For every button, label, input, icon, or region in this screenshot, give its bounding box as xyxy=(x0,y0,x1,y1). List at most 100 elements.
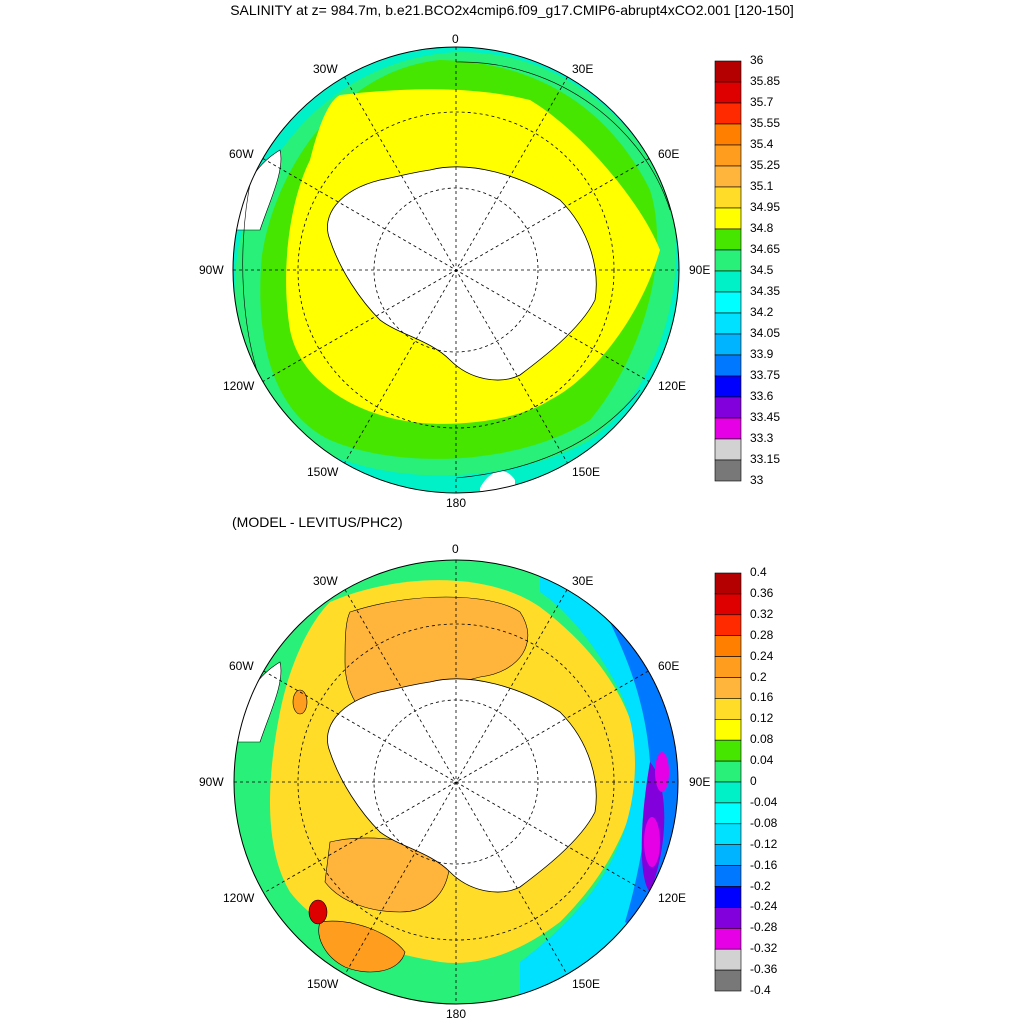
difference-colorbar-swatch-12 xyxy=(714,823,742,846)
salinity-colorbar-label: 34.2 xyxy=(750,305,774,319)
difference-colorbar-label: 0.36 xyxy=(750,585,774,600)
lon-label-120w-bottom-map: 120W xyxy=(223,891,255,905)
salinity-colorbar-label: 33.45 xyxy=(750,410,781,424)
salinity-colorbar-swatch-12 xyxy=(714,312,742,335)
salinity-colorbar-swatch-14 xyxy=(714,354,742,377)
difference-colorbar-swatch-11 xyxy=(714,802,742,825)
salinity-colorbar-swatch-11 xyxy=(714,291,742,314)
difference-colorbar-swatch-2 xyxy=(714,614,742,636)
lon-label-60w: 60W xyxy=(229,147,254,161)
diff-strong-negative-spot-2 xyxy=(644,817,660,867)
difference-colorbar-swatch-14 xyxy=(714,865,742,887)
lon-label-90w-bottom-map: 90W xyxy=(199,775,224,789)
salinity-colorbar-swatch-6 xyxy=(714,186,742,209)
salinity-colorbar-swatch-7 xyxy=(714,207,742,230)
lon-label-150e-bottom-map: 150E xyxy=(572,977,601,991)
salinity-colorbar-swatch-1 xyxy=(714,81,742,104)
difference-colorbar-swatch-17 xyxy=(714,927,742,950)
lon-label-90e: 90E xyxy=(689,263,711,277)
salinity-colorbar-label: 35.25 xyxy=(750,158,781,172)
diff-region-orange-3 xyxy=(318,920,406,973)
difference-colorbar xyxy=(714,572,742,992)
diff-strong-positive-spot xyxy=(308,899,328,925)
lon-label-30w-bottom-map: 30W xyxy=(313,574,338,588)
difference-colorbar-swatch-8 xyxy=(714,739,742,762)
figure-title: SALINITY at z= 984.7m, b.e21.BCO2x4cmip6… xyxy=(230,2,794,18)
salinity-colorbar-swatch-4 xyxy=(714,144,742,167)
difference-colorbar-swatch-10 xyxy=(714,781,742,804)
salinity-colorbar-label: 34.8 xyxy=(750,221,774,235)
salinity-colorbar-swatch-5 xyxy=(714,165,742,188)
difference-colorbar-label: 0.2 xyxy=(750,669,767,684)
salinity-colorbar-label: 34.65 xyxy=(750,242,781,256)
salinity-colorbar-label: 33.3 xyxy=(750,431,774,445)
difference-colorbar-swatch-19 xyxy=(714,969,742,992)
lon-label-0-bottom-map: 0 xyxy=(452,542,459,556)
salinity-colorbar-swatch-19 xyxy=(714,459,742,482)
salinity-colorbar-label: 34.5 xyxy=(750,263,774,277)
difference-colorbar-label: -0.28 xyxy=(750,920,778,935)
difference-colorbar-swatch-0 xyxy=(714,572,742,595)
difference-colorbar-label: -0.32 xyxy=(750,941,778,956)
lon-label-30e: 30E xyxy=(572,62,594,76)
lon-label-0: 0 xyxy=(452,32,459,46)
diff-positive-spot xyxy=(292,689,308,715)
salinity-colorbar-swatch-16 xyxy=(714,396,742,419)
salinity-colorbar-label: 35.4 xyxy=(750,137,774,151)
salinity-colorbar-swatch-9 xyxy=(714,249,742,272)
difference-colorbar-label: 0.24 xyxy=(750,648,774,663)
salinity-colorbar-swatch-15 xyxy=(714,375,742,398)
difference-colorbar-swatch-4 xyxy=(714,656,742,678)
lon-label-30e-bottom-map: 30E xyxy=(572,574,594,588)
difference-colorbar-label: -0.2 xyxy=(750,878,771,893)
salinity-colorbar-swatch-10 xyxy=(714,270,742,293)
difference-colorbar-swatch-6 xyxy=(714,698,742,720)
lon-label-150w: 150W xyxy=(307,465,339,479)
map-boundary xyxy=(233,559,679,1005)
salinity-colorbar xyxy=(714,60,742,482)
salinity-difference-polar-map xyxy=(233,559,679,1005)
lon-label-180-bottom-map: 180 xyxy=(446,1007,467,1021)
difference-colorbar-label: -0.24 xyxy=(750,899,778,914)
difference-colorbar-swatch-3 xyxy=(714,635,742,657)
salinity-colorbar-label: 33.9 xyxy=(750,347,774,361)
salinity-colorbar-label: 34.05 xyxy=(750,326,781,340)
difference-colorbar-swatch-16 xyxy=(714,907,742,929)
difference-colorbar-label: 0.32 xyxy=(750,606,774,621)
difference-colorbar-label: 0.12 xyxy=(750,711,774,726)
salinity-colorbar-label: 33.6 xyxy=(750,389,774,403)
difference-colorbar-label: -0.08 xyxy=(750,815,778,830)
salinity-colorbar-swatch-17 xyxy=(714,417,742,440)
salinity-colorbar-swatch-13 xyxy=(714,333,742,356)
lon-label-60e-bottom-map: 60E xyxy=(658,659,680,673)
difference-colorbar-label: -0.04 xyxy=(750,794,778,809)
salinity-colorbar-label: 35.7 xyxy=(750,95,774,109)
difference-colorbar-swatch-18 xyxy=(714,948,742,971)
salinity-colorbar-swatch-18 xyxy=(714,438,742,461)
lon-label-60w-bottom-map: 60W xyxy=(229,659,254,673)
difference-colorbar-swatch-15 xyxy=(714,886,742,908)
difference-colorbar-label: 0 xyxy=(750,774,757,788)
salinity-colorbar-label: 33 xyxy=(750,473,764,487)
difference-colorbar-swatch-7 xyxy=(714,719,742,741)
salinity-colorbar-swatch-2 xyxy=(714,102,742,125)
salinity-colorbar-label: 34.35 xyxy=(750,284,781,298)
lon-label-150e: 150E xyxy=(572,465,601,479)
difference-colorbar-swatch-1 xyxy=(714,593,742,616)
salinity-colorbar-swatch-3 xyxy=(714,123,742,146)
lon-label-90w: 90W xyxy=(199,263,224,277)
difference-colorbar-label: -0.12 xyxy=(750,836,778,851)
salinity-colorbar-label: 35.85 xyxy=(750,74,781,88)
difference-colorbar-label: -0.4 xyxy=(750,983,771,997)
difference-colorbar-label: 0.16 xyxy=(750,690,774,705)
salinity-colorbar-label: 35.1 xyxy=(750,179,774,193)
lon-label-120e: 120E xyxy=(658,379,687,393)
difference-colorbar-label: 0.4 xyxy=(750,565,767,579)
salinity-colorbar-label: 33.15 xyxy=(750,452,781,466)
difference-colorbar-swatch-9 xyxy=(714,760,742,783)
lon-label-60e: 60E xyxy=(658,147,680,161)
lon-label-120w: 120W xyxy=(223,379,255,393)
salinity-colorbar-label: 36 xyxy=(750,53,764,67)
difference-colorbar-label: -0.36 xyxy=(750,962,778,977)
salinity-colorbar-label: 33.75 xyxy=(750,368,781,382)
